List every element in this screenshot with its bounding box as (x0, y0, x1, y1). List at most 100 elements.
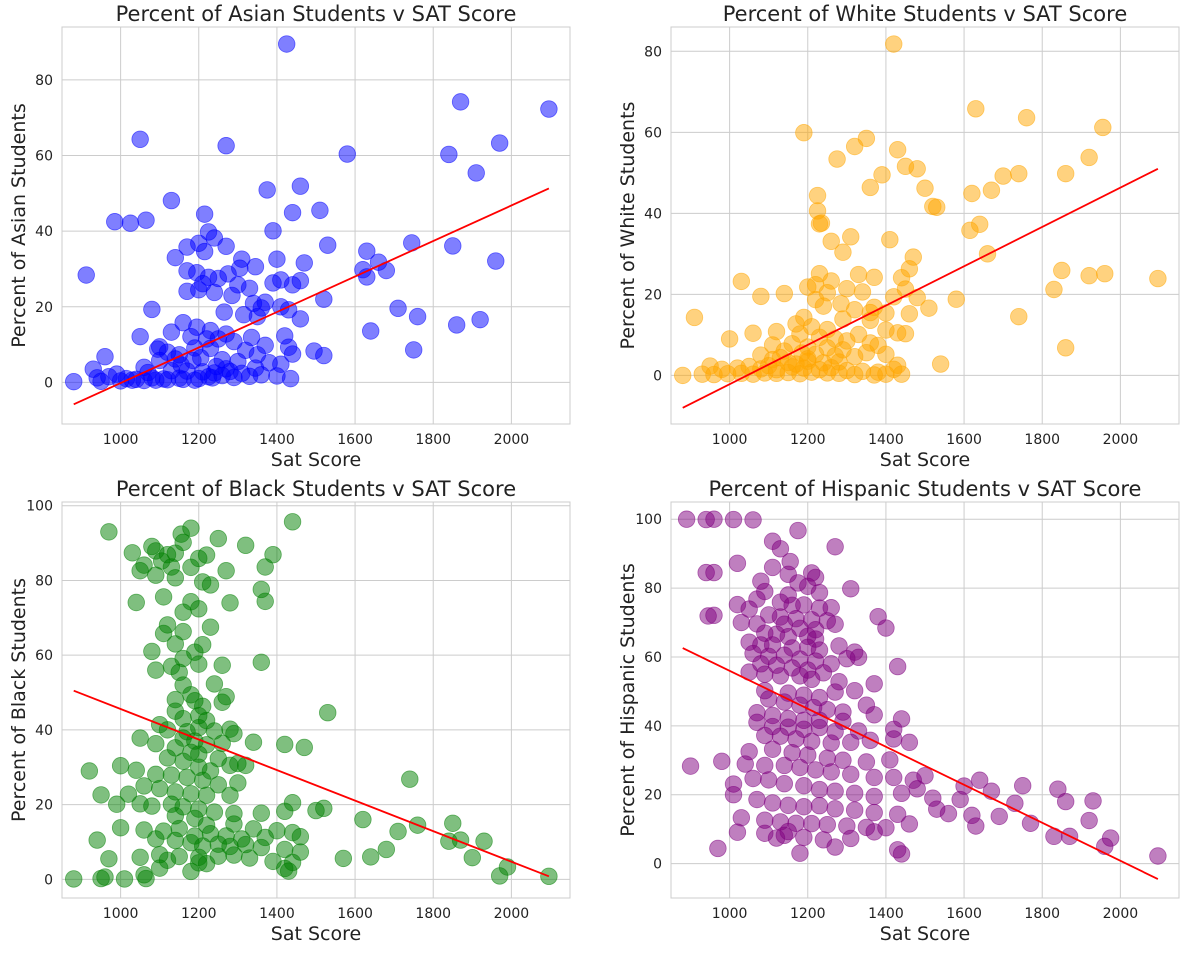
scatter-point (240, 849, 259, 867)
scatter-point (791, 758, 809, 777)
scatter-point (842, 733, 860, 752)
regression-line (682, 647, 1159, 880)
scatter-point (137, 869, 155, 888)
scatter-point (192, 349, 210, 367)
scatter-point (147, 735, 165, 753)
x-tick-label: 1800 (1024, 906, 1060, 922)
scatter-point (217, 237, 235, 255)
scatter-point (845, 784, 864, 803)
scatter-point (900, 815, 919, 833)
scatter-point (881, 751, 899, 769)
scatter-point (92, 786, 110, 804)
y-tick-label: 0 (653, 368, 662, 384)
scatter-point (88, 831, 106, 849)
scatter-point (748, 790, 766, 809)
scatter-point (283, 345, 302, 363)
scatter-point (826, 615, 844, 633)
scatter-point (838, 279, 856, 298)
x-axis-label: Sat Score (880, 449, 970, 471)
x-tick-label: 1800 (415, 432, 451, 448)
scatter-point (291, 272, 310, 290)
scatter-point (131, 562, 149, 580)
scatter-point (892, 784, 911, 803)
scatter-point (795, 798, 813, 816)
scatter-point (106, 213, 124, 231)
y-tick-label: 100 (26, 499, 53, 515)
x-tick-label: 1200 (790, 906, 826, 922)
scatter-point (791, 844, 809, 862)
scatter-point (732, 809, 751, 827)
scatter-point (674, 366, 692, 385)
scatter-point (728, 823, 747, 841)
scatter-point (744, 324, 762, 342)
scatter-point (795, 124, 813, 142)
scatter-point (264, 274, 282, 292)
scatter-point (732, 613, 751, 632)
scatter-point (1084, 792, 1102, 810)
scatter-point (252, 653, 270, 671)
y-tick-label: 20 (644, 788, 662, 804)
scatter-point (1149, 269, 1167, 288)
scatter-point (951, 790, 969, 809)
scatter-point (888, 657, 907, 676)
scatter-point (174, 752, 192, 770)
scatter-point (65, 372, 83, 391)
scatter-point (115, 870, 134, 888)
scatter-point (775, 756, 794, 775)
scatter-point (845, 348, 864, 366)
scatter-point (319, 236, 337, 254)
scatter-point (213, 656, 231, 674)
scatter-point (334, 849, 353, 868)
scatter-point (881, 230, 899, 249)
x-tick-label: 1200 (790, 432, 826, 448)
scatter-point (873, 166, 891, 184)
scatter-point (1017, 109, 1036, 127)
x-tick-label: 1600 (946, 906, 982, 922)
scatter-point (877, 619, 895, 637)
scatter-point (828, 150, 846, 168)
chart-title: Percent of White Students v SAT Score (723, 2, 1128, 26)
scatter-point (182, 862, 200, 881)
scatter-point (201, 576, 220, 594)
scatter-point (475, 832, 493, 850)
scatter-point (100, 850, 118, 868)
scatter-point (231, 259, 249, 277)
scatter-point (244, 733, 263, 751)
scatter-point (1149, 847, 1167, 865)
scatter-point (229, 774, 247, 792)
scatter-point (885, 730, 903, 748)
scatter-point (252, 838, 270, 857)
scatter-point (865, 768, 883, 787)
scatter-point (240, 279, 259, 297)
scatter-point (810, 215, 829, 233)
scatter-point (705, 510, 723, 528)
scatter-point (724, 510, 743, 529)
scatter-point (137, 211, 155, 229)
scatter-point (916, 767, 934, 785)
scatter-point (885, 768, 903, 787)
scatter-point (291, 177, 310, 195)
x-tick-label: 1000 (712, 432, 748, 448)
scatter-point (1101, 829, 1120, 847)
scatter-point (201, 618, 220, 636)
scatter-point (1056, 339, 1075, 357)
scatter-point (845, 801, 864, 819)
regression-line (682, 167, 1159, 409)
scatter-point (916, 179, 934, 197)
x-tick-label: 1200 (181, 906, 217, 922)
scatter-point (931, 355, 950, 373)
scatter-point (291, 310, 310, 328)
chart-panel-2: 1000 1200 1400 1600 1800 2000 0 20 40 60 80 100 Perc… (8, 477, 571, 945)
scatter-point (865, 675, 883, 693)
scatter-point (123, 544, 142, 562)
x-tick-label: 1400 (868, 906, 904, 922)
scatter-point (100, 523, 118, 541)
scatter-point (865, 706, 883, 724)
scatter-point (172, 356, 190, 374)
y-tick-label: 60 (644, 650, 662, 666)
scatter-point (1010, 164, 1028, 183)
x-tick-label: 2000 (494, 906, 530, 922)
scatter-point (223, 286, 241, 305)
scatter-point (888, 324, 907, 342)
scatter-point (135, 777, 153, 795)
